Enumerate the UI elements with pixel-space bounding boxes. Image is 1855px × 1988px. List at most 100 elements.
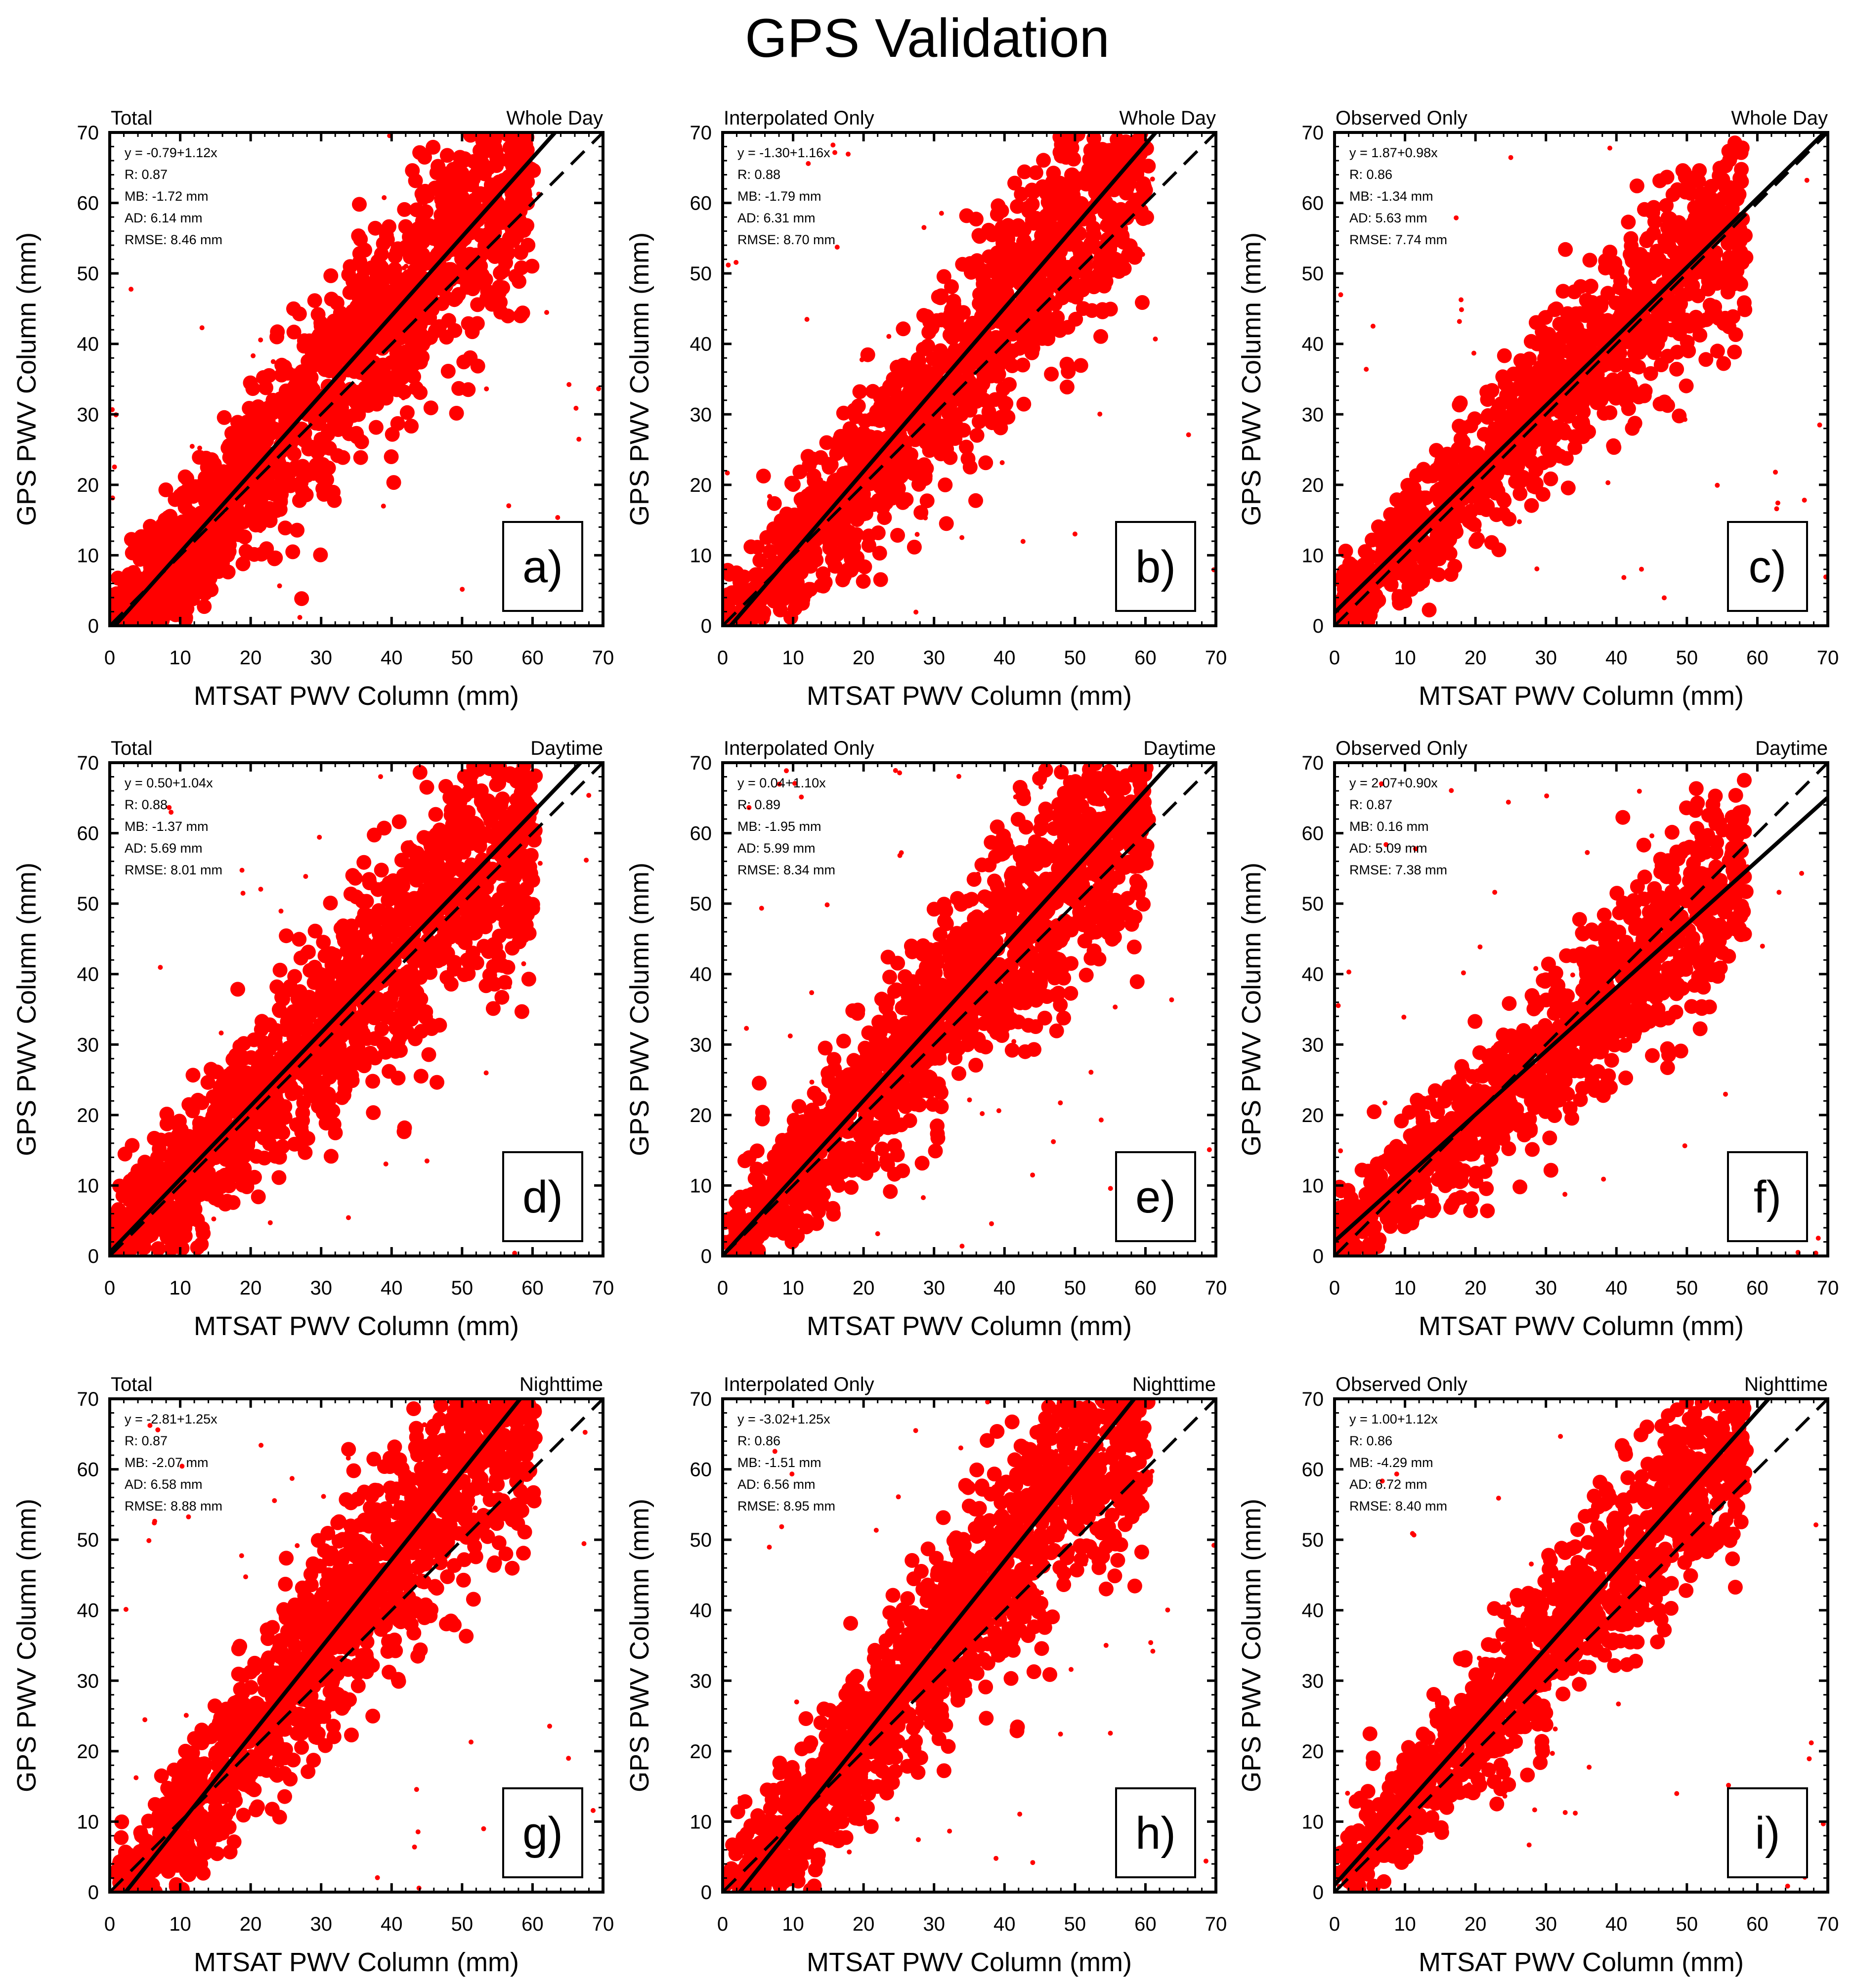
data-point [1459, 297, 1464, 303]
data-point [1435, 1704, 1440, 1709]
y-tick-label: 50 [77, 893, 99, 915]
data-point [547, 1724, 552, 1729]
stat-line: AD: 5.99 mm [737, 841, 816, 856]
x-tick-label: 50 [1676, 647, 1698, 669]
data-point [277, 583, 282, 589]
data-point [725, 470, 730, 475]
stat-line: RMSE: 8.95 mm [737, 1499, 835, 1513]
panel-title-right: Whole Day [506, 107, 603, 129]
data-point [506, 503, 512, 509]
y-tick-label: 20 [1302, 475, 1324, 496]
panel-title-right: Whole Day [1731, 107, 1828, 129]
data-point [976, 1488, 981, 1494]
x-tick-label: 10 [782, 1277, 804, 1299]
data-point [875, 1231, 880, 1236]
data-point [1610, 274, 1615, 280]
data-point [1558, 1434, 1563, 1439]
stat-line: RMSE: 8.40 mm [1349, 1499, 1447, 1513]
data-point [1148, 1640, 1154, 1645]
data-point [886, 334, 892, 339]
data-point [1621, 575, 1627, 580]
stat-line: AD: 6.14 mm [125, 211, 203, 225]
data-point [1186, 432, 1191, 437]
y-axis-label: GPS PWV Column (mm) [12, 232, 42, 526]
stat-line: RMSE: 8.88 mm [125, 1499, 222, 1513]
data-point [830, 142, 836, 148]
data-point [129, 287, 134, 292]
scatter-points [1335, 1399, 1826, 1892]
data-point [155, 1427, 161, 1432]
regression-line [1335, 132, 1827, 614]
data-point [772, 1449, 777, 1454]
x-tick-label: 60 [521, 1277, 544, 1299]
stat-line: y = 0.04+1.10x [737, 776, 826, 790]
panel-a: 0 10 20 30 40 50 60 70 0 10 20 30 40 50 60 70 MTSAT PWV … [12, 107, 614, 711]
data-point [422, 1422, 427, 1427]
y-tick-label: 60 [77, 823, 99, 845]
one-to-one-line [723, 132, 1216, 626]
data-point [1069, 1667, 1074, 1672]
x-tick-label: 0 [104, 647, 115, 669]
data-point [133, 1775, 139, 1780]
stat-line: AD: 6.31 mm [737, 211, 816, 225]
data-point [1039, 1590, 1044, 1595]
scatter-points [723, 763, 1212, 1256]
data-point [383, 992, 388, 997]
x-tick-label: 40 [1605, 1913, 1628, 1935]
data-point [251, 353, 256, 358]
data-point [199, 325, 205, 331]
data-point [1020, 539, 1026, 544]
data-point [483, 1070, 489, 1076]
data-point [1544, 793, 1550, 799]
y-tick-label: 0 [88, 1882, 99, 1903]
y-tick-label: 60 [1302, 193, 1324, 215]
x-tick-label: 50 [451, 647, 474, 669]
one-to-one-line [110, 1399, 603, 1892]
panel-letter-box [1115, 1787, 1196, 1878]
y-tick-label: 10 [690, 1811, 712, 1833]
data-point [345, 1455, 351, 1461]
data-point [916, 1837, 921, 1842]
data-point [1150, 176, 1155, 182]
y-tick-label: 40 [77, 334, 99, 355]
x-tick-label: 20 [853, 1277, 875, 1299]
x-tick-label: 70 [1817, 1913, 1839, 1935]
data-point [123, 1607, 129, 1612]
data-point [473, 1505, 478, 1511]
data-point [1461, 970, 1466, 976]
data-point [980, 1111, 985, 1116]
y-tick-label: 60 [77, 193, 99, 215]
data-point [1476, 1655, 1482, 1661]
stat-line: MB: -1.37 mm [125, 819, 209, 834]
data-point [1813, 1522, 1818, 1527]
data-point [1773, 470, 1778, 475]
one-to-one-line [110, 132, 603, 626]
data-point [1649, 833, 1655, 838]
y-tick-label: 40 [690, 1600, 712, 1622]
data-point [189, 444, 195, 449]
data-point [897, 770, 903, 776]
data-point [278, 908, 284, 914]
x-tick-label: 30 [923, 1277, 945, 1299]
data-point [1345, 1791, 1350, 1796]
x-tick-label: 10 [1394, 1913, 1416, 1935]
data-point [267, 1220, 273, 1225]
data-point [1607, 145, 1612, 151]
x-tick-label: 0 [717, 647, 728, 669]
data-point [1506, 799, 1511, 805]
x-axis-label: MTSAT PWV Column (mm) [194, 1947, 519, 1977]
data-point [959, 1244, 965, 1249]
stat-line: y = 1.00+1.12x [1349, 1412, 1438, 1426]
data-point [1346, 969, 1351, 975]
x-tick-label: 30 [923, 647, 945, 669]
data-point [1506, 1601, 1511, 1606]
data-point [416, 1885, 422, 1891]
data-point [1502, 1793, 1508, 1799]
data-point [1550, 1751, 1555, 1756]
y-tick-label: 50 [690, 1529, 712, 1551]
y-tick-label: 60 [1302, 1459, 1324, 1481]
figure-title: GPS Validation [745, 8, 1110, 69]
y-tick-label: 0 [701, 615, 712, 637]
x-tick-label: 60 [1746, 1277, 1769, 1299]
data-point [958, 940, 963, 946]
